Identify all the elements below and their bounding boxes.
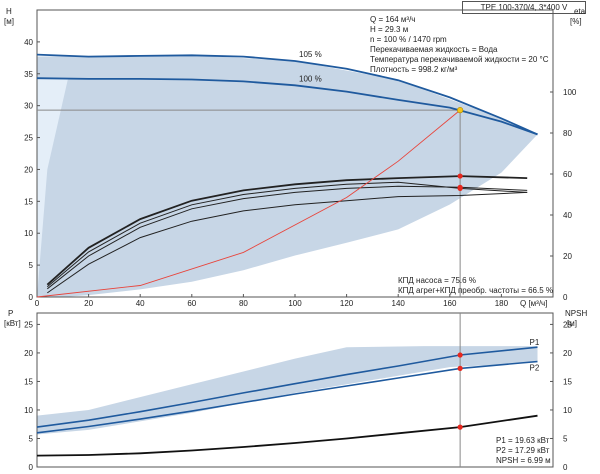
lower-plot-frame xyxy=(36,312,554,468)
h-tick-label: 25 xyxy=(24,134,33,143)
eta-tick-label: 0 xyxy=(563,293,568,302)
info-p2: P2 = 17.29 кВт xyxy=(496,446,550,455)
p-tick-label: 15 xyxy=(24,377,33,386)
eta-tick-label: 100 xyxy=(563,88,577,97)
p-tick-label: 20 xyxy=(24,349,33,358)
h-tick-label: 30 xyxy=(24,102,33,111)
h-tick-label: 40 xyxy=(24,38,33,47)
lower-range-area xyxy=(37,346,538,435)
lower-left-axis-unit: [кВт] xyxy=(4,319,21,328)
p-tick-label: 10 xyxy=(24,406,33,415)
h-tick-label: 5 xyxy=(29,261,34,270)
upper-left-axis-unit: [м] xyxy=(4,17,14,26)
x-tick-label: 40 xyxy=(136,299,145,308)
efficiency-point-marker xyxy=(457,185,463,191)
x-tick-label: 180 xyxy=(495,299,509,308)
efficiency-curve xyxy=(47,191,528,294)
upper-range-minspeed-area xyxy=(37,78,68,298)
p-tick-label: 25 xyxy=(24,320,33,329)
upper-right-axis-label: eta xyxy=(574,7,586,16)
npsh-tick-label: 0 xyxy=(563,463,568,472)
product-label: TPE 100-370/4, 3*400 V xyxy=(462,1,586,14)
head-curve xyxy=(36,77,538,136)
info-head: H = 29.3 м xyxy=(370,25,408,34)
h-tick-label: 10 xyxy=(24,229,33,238)
x-tick-label: 20 xyxy=(84,299,93,308)
head-curve-label: 100 % xyxy=(299,74,322,83)
x-tick-label: 120 xyxy=(340,299,354,308)
info-npsh: NPSH = 6.99 м xyxy=(496,456,551,465)
lower-right-axis-unit: [м] xyxy=(567,319,577,328)
system-curve xyxy=(36,109,461,298)
lower-right-axis-label: NPSH xyxy=(565,309,587,318)
npsh-tick-label: 15 xyxy=(563,377,572,386)
power-curve-label: P1 xyxy=(530,338,540,347)
h-tick-label: 15 xyxy=(24,197,33,206)
lower-operating-range xyxy=(37,346,538,435)
npsh-tick-label: 25 xyxy=(563,320,572,329)
npsh-tick-label: 20 xyxy=(563,349,572,358)
info-flow: Q = 164 м³/ч xyxy=(370,15,415,24)
power-point-marker xyxy=(457,365,463,371)
npsh-tick-label: 5 xyxy=(563,434,568,443)
eta-tick-label: 60 xyxy=(563,170,572,179)
power-point-marker xyxy=(457,352,463,358)
npsh-curve xyxy=(36,414,538,457)
head-curve xyxy=(36,53,538,136)
upper-operating-range xyxy=(37,55,538,298)
x-tick-label: 160 xyxy=(443,299,457,308)
info-pump-efficiency: КПД насоса = 75.6 % xyxy=(398,276,476,285)
lower-left-axis-label: P xyxy=(8,309,13,318)
info-speed: n = 100 % / 1470 rpm xyxy=(370,35,447,44)
npsh-point-marker xyxy=(457,424,463,430)
power-curve xyxy=(36,360,538,434)
power-curve xyxy=(36,346,538,428)
info-density: Плотность = 998.2 кг/м³ xyxy=(370,65,458,74)
p-tick-label: 0 xyxy=(29,463,34,472)
power-curve-label: P2 xyxy=(530,363,540,372)
upper-range-area xyxy=(37,55,538,297)
x-tick-label: 0 xyxy=(35,299,40,308)
info-system-efficiency: КПД агрег+КПД преобр. частоты = 66.5 % xyxy=(398,286,553,295)
h-tick-label: 0 xyxy=(29,293,34,302)
x-tick-label: 80 xyxy=(239,299,248,308)
operating-point-marker xyxy=(457,107,464,114)
eta-tick-label: 40 xyxy=(563,211,572,220)
efficiency-point-marker xyxy=(457,173,463,179)
x-tick-label: 100 xyxy=(288,299,302,308)
x-tick-label: 140 xyxy=(392,299,406,308)
efficiency-curve xyxy=(46,181,528,288)
x-axis-label: Q [м³/ч] xyxy=(520,299,547,308)
npsh-tick-label: 10 xyxy=(563,406,572,415)
x-tick-label: 60 xyxy=(187,299,196,308)
p-tick-label: 5 xyxy=(29,434,34,443)
eta-tick-label: 80 xyxy=(563,129,572,138)
efficiency-curve xyxy=(46,175,528,286)
upper-right-axis-unit: [%] xyxy=(570,17,582,26)
h-tick-label: 20 xyxy=(24,165,33,174)
info-liquid: Перекачиваемая жидкость = Вода xyxy=(370,45,498,54)
head-curve-label: 105 % xyxy=(299,50,322,59)
efficiency-curve xyxy=(46,185,528,290)
info-temperature: Температура перекачиваемой жидкости = 20… xyxy=(370,55,549,64)
eta-tick-label: 20 xyxy=(563,252,572,261)
info-p1: P1 = 19.63 кВт xyxy=(496,436,550,445)
upper-left-axis-label: H xyxy=(6,7,12,16)
h-tick-label: 35 xyxy=(24,70,33,79)
